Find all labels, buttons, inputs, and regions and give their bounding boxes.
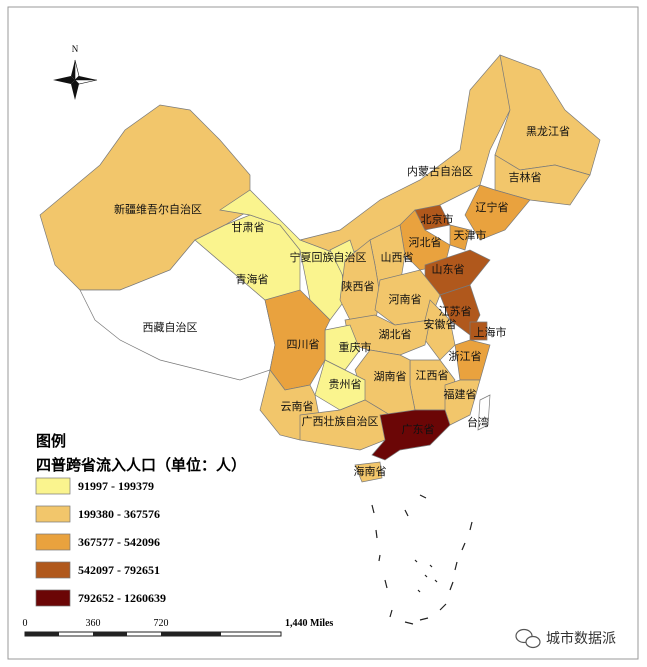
province	[194, 214, 301, 311]
province-label: 西藏自治区	[143, 320, 198, 334]
legend: 91997 - 199379 199380 - 367576 367577 - 54…	[35, 477, 166, 607]
province	[371, 409, 451, 461]
province-label: 湖北省	[379, 328, 412, 341]
province	[469, 321, 488, 341]
province-label: 四川省	[287, 338, 320, 351]
province-label: 上海市	[474, 325, 507, 339]
legend-title: 图例	[36, 432, 66, 450]
province-label: 云南省	[281, 400, 314, 413]
province-label: 浙江省	[449, 350, 482, 363]
legend-swatch	[35, 589, 71, 607]
legend-label: 792652 - 1260639	[78, 591, 166, 605]
province-label: 湖南省	[374, 370, 407, 383]
scale-label: 1,440 Miles	[285, 618, 333, 629]
province-label: 内蒙古自治区	[407, 164, 473, 178]
north-arrow: N	[53, 44, 98, 100]
province-label: 河北省	[409, 236, 442, 249]
legend-swatch	[35, 505, 71, 523]
watermark: 城市数据派	[515, 628, 616, 649]
province-label: 广西壮族自治区	[302, 414, 379, 428]
province-label: 青海省	[236, 272, 269, 286]
province	[454, 339, 491, 381]
province	[354, 461, 383, 483]
province-label: 山东省	[432, 263, 465, 276]
scale-label: 720	[154, 618, 169, 629]
province-label: 江苏省	[439, 305, 472, 318]
scale-label: 360	[86, 618, 101, 629]
province-label: 广东省	[402, 423, 435, 436]
province-label: 贵州省	[329, 378, 362, 391]
province-label: 甘肃省	[232, 221, 265, 234]
province-label: 宁夏回族自治区	[290, 250, 367, 264]
legend-swatch	[35, 561, 71, 579]
province-label: 北京市	[421, 212, 454, 226]
province-label: 福建省	[444, 387, 477, 401]
province-label: 黑龙江省	[526, 125, 570, 138]
legend-swatch	[35, 477, 71, 495]
province-label: 安徽省	[424, 317, 457, 331]
watermark-text: 城市数据派	[546, 630, 616, 647]
province-label: 重庆市	[339, 340, 372, 354]
province-label: 天津市	[454, 228, 487, 242]
province	[464, 184, 531, 241]
south-sea-islands	[371, 494, 473, 625]
regions	[39, 54, 601, 483]
legend-label: 542097 - 792651	[78, 563, 160, 577]
scale-bar	[24, 631, 282, 637]
legend-swatch	[35, 533, 71, 551]
legend-label: 91997 - 199379	[78, 479, 154, 493]
province-label: 辽宁省	[476, 200, 509, 214]
province-label: 江西省	[416, 369, 449, 382]
province-label: 吉林省	[509, 170, 542, 184]
province-label: 山西省	[381, 251, 414, 264]
province-label: 海南省	[354, 464, 387, 478]
north-label: N	[72, 44, 79, 54]
province	[264, 289, 331, 391]
province-label: 台湾	[467, 415, 489, 429]
legend-label: 367577 - 542096	[78, 535, 160, 549]
province	[477, 394, 491, 431]
province-label: 河南省	[389, 293, 422, 306]
legend-subtitle: 四普跨省流入人口（单位：人）	[36, 456, 246, 474]
province-label: 陕西省	[342, 279, 375, 293]
province	[449, 224, 471, 251]
scale-label: 0	[23, 618, 28, 629]
province-label: 新疆维吾尔自治区	[114, 202, 202, 216]
legend-label: 199380 - 367576	[78, 507, 160, 521]
